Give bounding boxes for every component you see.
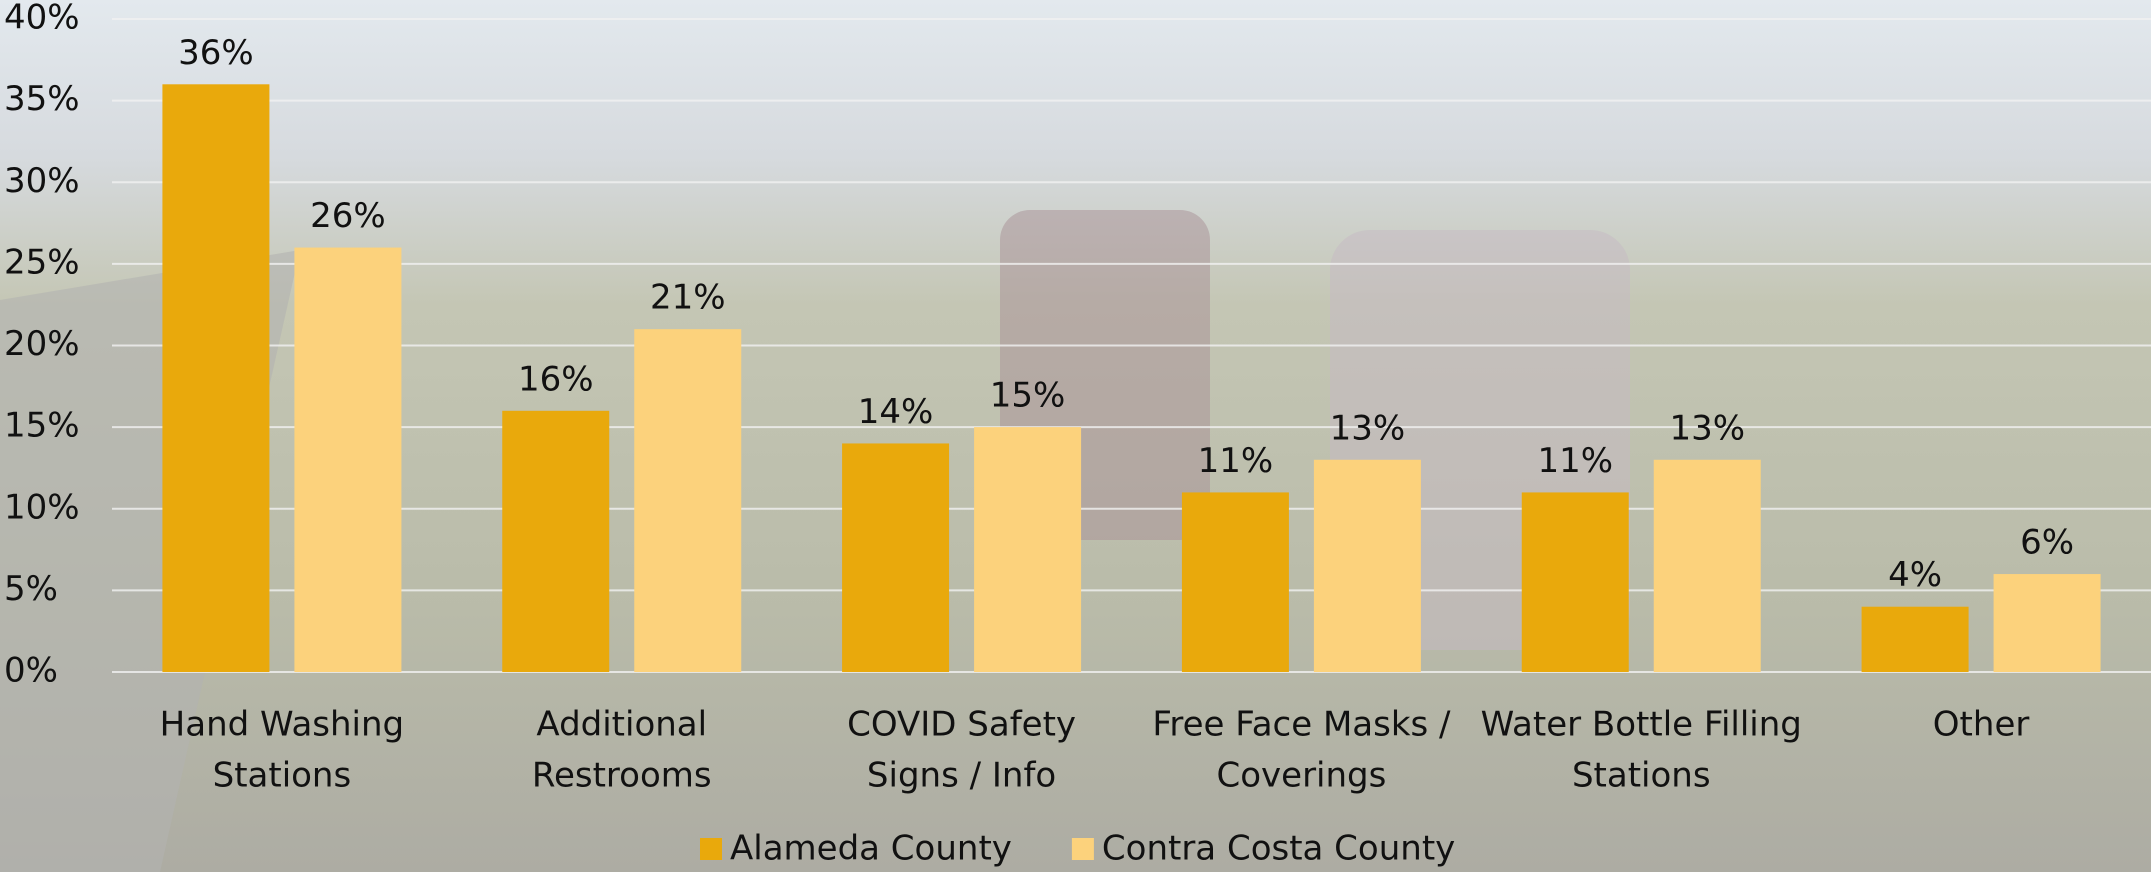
x-tick-label: Signs / Info bbox=[867, 756, 1056, 796]
bar bbox=[294, 248, 401, 672]
legend-label: Contra Costa County bbox=[1102, 829, 1455, 869]
legend-label: Alameda County bbox=[730, 829, 1012, 869]
x-tick-label: Restrooms bbox=[532, 756, 712, 796]
y-tick-label: 20% bbox=[4, 324, 80, 364]
x-tick-label: Water Bottle Filling bbox=[1481, 705, 1802, 745]
x-tick-label: Coverings bbox=[1216, 756, 1386, 796]
bar bbox=[1994, 574, 2101, 672]
y-tick-label: 10% bbox=[4, 487, 80, 527]
value-label: 21% bbox=[650, 278, 726, 318]
bar bbox=[974, 427, 1081, 672]
y-tick-label: 5% bbox=[4, 569, 58, 609]
value-label: 11% bbox=[1537, 441, 1613, 481]
chart: 0% 5% 10% 15% 20% 25% 30% 35% 40% Hand Washing Sta… bbox=[0, 0, 2151, 872]
x-tick-label: Stations bbox=[213, 756, 352, 796]
bar bbox=[1862, 607, 1969, 672]
bar bbox=[634, 329, 741, 672]
value-label: 13% bbox=[1330, 408, 1406, 448]
bar bbox=[1182, 492, 1289, 672]
value-label: 11% bbox=[1198, 441, 1274, 481]
y-tick-label: 0% bbox=[4, 651, 58, 691]
bar bbox=[1654, 460, 1761, 672]
y-tick-label: 30% bbox=[4, 161, 80, 201]
value-label: 13% bbox=[1669, 408, 1745, 448]
value-label: 6% bbox=[2020, 523, 2074, 563]
y-tick-label: 15% bbox=[4, 406, 80, 446]
value-label: 4% bbox=[1888, 555, 1942, 595]
x-tick-label: Stations bbox=[1572, 756, 1711, 796]
bar bbox=[162, 84, 269, 672]
x-tick-label: Hand Washing bbox=[160, 705, 404, 745]
bar bbox=[502, 411, 609, 672]
value-label: 36% bbox=[178, 33, 254, 73]
bar bbox=[1314, 460, 1421, 672]
value-label: 15% bbox=[990, 376, 1066, 416]
bar bbox=[1522, 492, 1629, 672]
x-tick-label: Additional bbox=[536, 705, 707, 745]
y-tick-label: 25% bbox=[4, 242, 80, 282]
y-tick-label: 40% bbox=[4, 0, 80, 38]
legend-swatch bbox=[1072, 838, 1094, 860]
x-tick-label: COVID Safety bbox=[847, 705, 1076, 745]
value-label: 16% bbox=[518, 359, 594, 399]
value-label: 26% bbox=[310, 196, 386, 236]
x-tick-label: Free Face Masks / bbox=[1152, 705, 1451, 745]
value-label: 14% bbox=[858, 392, 934, 432]
y-tick-label: 35% bbox=[4, 79, 80, 119]
x-tick-label: Other bbox=[1933, 705, 2030, 745]
bar bbox=[842, 443, 949, 672]
legend-swatch bbox=[700, 838, 722, 860]
